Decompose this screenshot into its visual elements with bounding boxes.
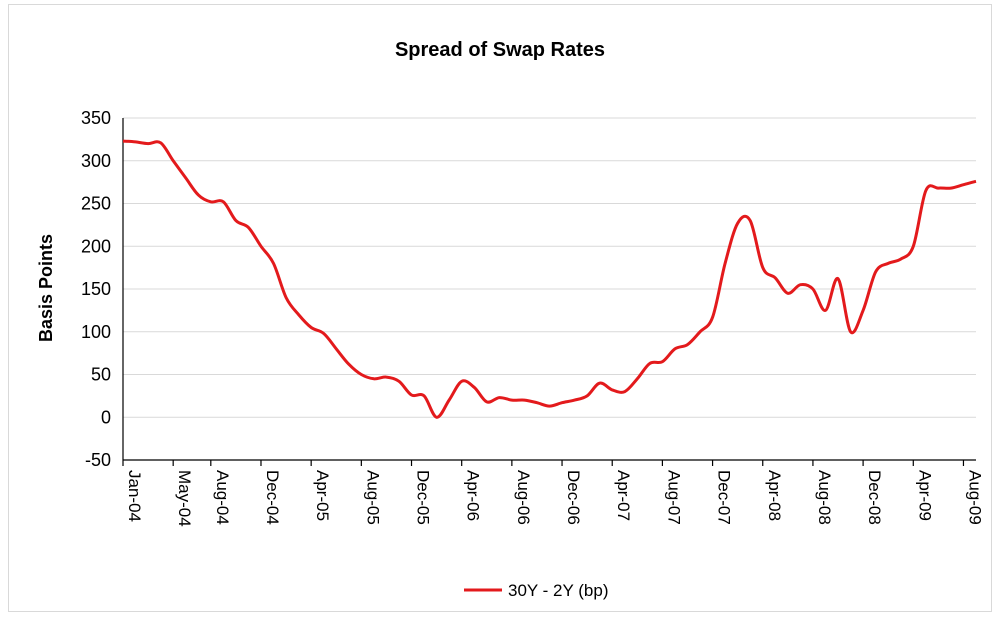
- y-tick-label: 100: [81, 322, 111, 342]
- x-tick-label: Aug-05: [363, 470, 382, 525]
- x-tick-label: Apr-08: [765, 470, 784, 521]
- x-tick-label: Aug-08: [815, 470, 834, 525]
- series-line: [122, 139, 977, 419]
- x-tick-label: Apr-07: [614, 470, 633, 521]
- y-tick-label: 50: [91, 365, 111, 385]
- x-tick-label: Dec-05: [414, 470, 433, 525]
- y-axis-ticks: -50 0 50 100 150 200 250 300 350: [81, 108, 111, 470]
- x-tick-label: Dec-06: [564, 470, 583, 525]
- legend-label: 30Y - 2Y (bp): [508, 581, 609, 600]
- x-tick-label: Jan-04: [125, 470, 144, 522]
- x-tick-label: May-04: [175, 470, 194, 527]
- x-tick-label: Dec-08: [865, 470, 884, 525]
- x-tick-label: Apr-09: [915, 470, 934, 521]
- x-tick-label: Dec-04: [263, 470, 282, 525]
- y-tick-label: 300: [81, 151, 111, 171]
- x-tick-label: Aug-07: [664, 470, 683, 525]
- y-axis-label: Basis Points: [36, 234, 56, 342]
- x-axis: Jan-04 May-04 Aug-04 Dec-04 Apr-05 Aug-05 Dec-…: [122, 118, 984, 527]
- y-tick-label: 150: [81, 279, 111, 299]
- x-tick-label: Apr-05: [313, 470, 332, 521]
- y-tick-label: 250: [81, 194, 111, 214]
- chart-title: Spread of Swap Rates: [395, 39, 605, 61]
- y-tick-label: -50: [85, 450, 111, 470]
- x-tick-label: Aug-04: [213, 470, 232, 525]
- x-tick-label: Aug-09: [965, 470, 984, 525]
- gridlines: [123, 117, 976, 418]
- y-tick-label: 200: [81, 236, 111, 256]
- x-tick-label: Apr-06: [464, 470, 483, 521]
- y-tick-label: 0: [101, 407, 111, 427]
- series-group: [122, 139, 977, 419]
- legend: 30Y - 2Y (bp): [464, 581, 609, 600]
- x-tick-label: Dec-07: [715, 470, 734, 525]
- y-tick-label: 350: [81, 108, 111, 128]
- x-tick-label: Aug-06: [514, 470, 533, 525]
